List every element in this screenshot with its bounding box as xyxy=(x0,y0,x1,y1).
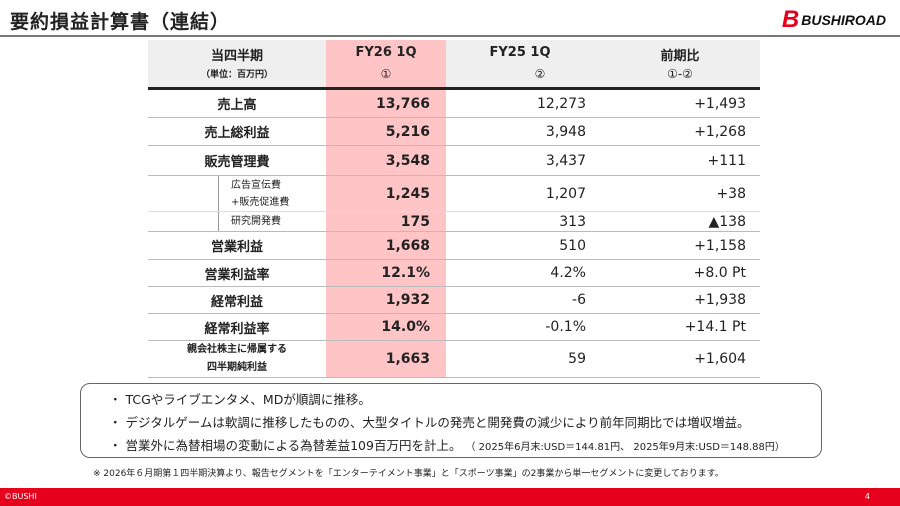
diff-value: +8.0 Pt xyxy=(693,265,746,281)
header-fy26-num: ① xyxy=(380,67,392,81)
table-header-bg xyxy=(148,40,760,88)
fy26-value: 1,663 xyxy=(385,351,430,367)
table-row: 営業利益率 12.1% 4.2% +8.0 Pt xyxy=(148,260,760,287)
diff-value: +1,493 xyxy=(694,95,746,112)
diff-value: ▲138 xyxy=(708,213,747,230)
fy25-value: -6 xyxy=(572,292,586,308)
header-unit: （単位：百万円） xyxy=(200,70,273,80)
header-fy25-num: ② xyxy=(534,67,546,81)
header-fy25: FY25 1Q xyxy=(489,45,551,60)
row-label: 研究開発費 xyxy=(218,212,326,231)
fy26-value: 12.1% xyxy=(381,265,430,281)
fy25-value: 510 xyxy=(559,237,586,254)
diff-value: +1,158 xyxy=(694,237,746,254)
table-row: 経常利益 1,932 -6 +1,938 xyxy=(148,287,760,314)
title-divider xyxy=(0,35,900,37)
row-label: 営業利益 xyxy=(210,240,263,255)
fy26-value: 3,548 xyxy=(385,152,430,169)
table-row: 経常利益率 14.0% -0.1% +14.1 Pt xyxy=(148,314,760,341)
diff-value: +38 xyxy=(716,185,746,202)
table-row: 営業利益 1,668 510 +1,158 xyxy=(148,232,760,260)
table-row: 親会社株主に帰属する 四半期純利益 1,663 59 +1,604 xyxy=(148,341,760,378)
fy25-value: 4.2% xyxy=(550,265,586,281)
page-number: 4 xyxy=(864,492,870,501)
row-label: 営業利益率 xyxy=(204,267,270,283)
fy25-value: 59 xyxy=(568,351,586,367)
fy25-value: 3,437 xyxy=(545,152,586,169)
table-row: 広告宣伝費 +販売促進費 1,245 1,207 +38 xyxy=(148,176,760,212)
logo-mark: B xyxy=(781,6,800,33)
header-diff-formula: ①-② xyxy=(667,67,693,81)
fy26-value: 1,245 xyxy=(385,185,430,202)
bullet: ・ TCGやライブエンタメ、MDが順調に推移。 xyxy=(109,392,371,407)
fy26-highlight-column xyxy=(326,40,446,378)
row-label: 親会社株主に帰属する 四半期純利益 xyxy=(187,344,287,373)
fx-note: （ 2025年6月末:USD＝144.81円、 2025年9月末:USD＝148… xyxy=(465,442,785,453)
fy26-value: 13,766 xyxy=(375,95,430,112)
fy26-value: 5,216 xyxy=(385,123,430,140)
diff-value: +1,604 xyxy=(694,351,746,367)
fy25-value: 1,207 xyxy=(545,185,586,202)
diff-value: +14.1 Pt xyxy=(684,319,746,335)
fy26-value: 1,668 xyxy=(385,237,430,254)
row-label: 売上総利益 xyxy=(204,126,270,141)
table-row: 売上高 13,766 12,273 +1,493 xyxy=(148,90,760,118)
header-divider xyxy=(148,87,760,90)
commentary-box: ・ TCGやライブエンタメ、MDが順調に推移。 ・ デジタルゲームは軟調に推移し… xyxy=(80,383,822,458)
row-label: 経常利益 xyxy=(210,294,263,310)
table-row: 研究開発費 175 313 ▲138 xyxy=(148,212,760,232)
header-period: 当四半期 xyxy=(210,49,263,64)
header-fy26: FY26 1Q xyxy=(355,45,417,60)
diff-value: +1,938 xyxy=(694,292,746,308)
diff-value: +111 xyxy=(707,152,746,169)
fy25-value: 3,948 xyxy=(545,123,586,140)
footnote: ※ 2026年６月期第１四半期決算より、報告セグメントを「エンターテイメント事業… xyxy=(93,469,724,479)
bushiroad-logo: B BUSHIROAD xyxy=(782,6,886,34)
row-label: 経常利益率 xyxy=(204,321,270,337)
fy25-value: 12,273 xyxy=(537,95,586,112)
header-diff: 前期比 xyxy=(660,49,700,64)
fy26-value: 175 xyxy=(400,213,430,230)
table-row: 販売管理費 3,548 3,437 +111 xyxy=(148,146,760,176)
row-label: 売上高 xyxy=(217,98,257,113)
diff-value: +1,268 xyxy=(694,123,746,140)
fy26-value: 1,932 xyxy=(385,292,430,308)
bullet-text: ・ 営業外に為替相場の変動による為替差益109百万円を計上。 xyxy=(109,438,462,453)
fy26-value: 14.0% xyxy=(381,319,430,335)
bullet: ・ 営業外に為替相場の変動による為替差益109百万円を計上。 （ 2025年6月… xyxy=(109,434,821,459)
fy25-value: -0.1% xyxy=(545,319,586,335)
fy25-value: 313 xyxy=(559,213,586,230)
logo-text: BUSHIROAD xyxy=(801,12,886,28)
row-label: 広告宣伝費 +販売促進費 xyxy=(218,176,326,211)
table-row: 売上総利益 5,216 3,948 +1,268 xyxy=(148,118,760,146)
footer: ©BUSHI 4 xyxy=(0,488,900,506)
copyright: ©BUSHI xyxy=(4,492,37,501)
bullet: ・ デジタルゲームは軟調に推移したものの、大型タイトルの発売と開発費の減少により… xyxy=(109,415,750,430)
page-title: 要約損益計算書（連結） xyxy=(10,11,231,33)
row-label: 販売管理費 xyxy=(204,155,270,170)
